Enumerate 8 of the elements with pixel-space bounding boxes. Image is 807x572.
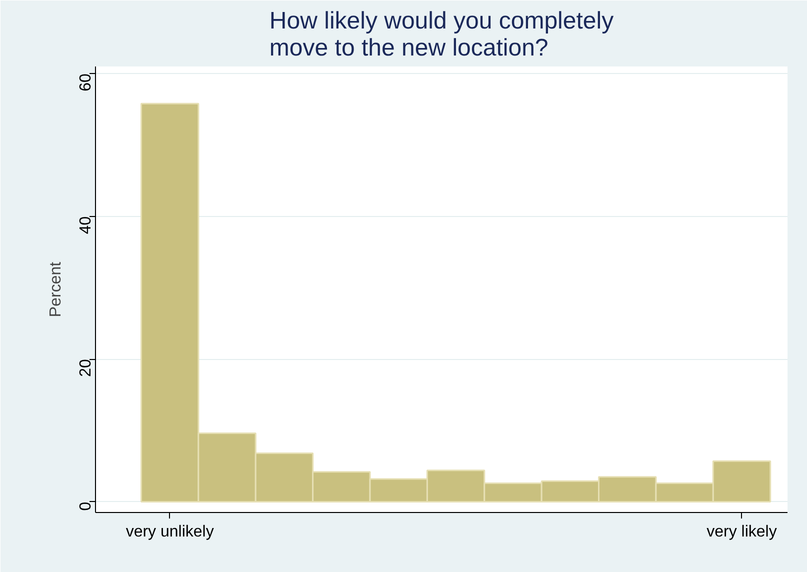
x-tick-label: very unlikely bbox=[126, 524, 214, 540]
y-tick-label: 60 bbox=[78, 74, 94, 92]
y-tick-label: 40 bbox=[78, 216, 94, 234]
y-axis-title: Percent bbox=[48, 261, 64, 318]
x-tick-label: very likely bbox=[706, 524, 777, 540]
chart-title: How likely would you completely move to the new location? bbox=[269, 8, 614, 62]
y-tick-label: 20 bbox=[78, 358, 94, 377]
y-tick-label: 0 bbox=[78, 502, 94, 511]
